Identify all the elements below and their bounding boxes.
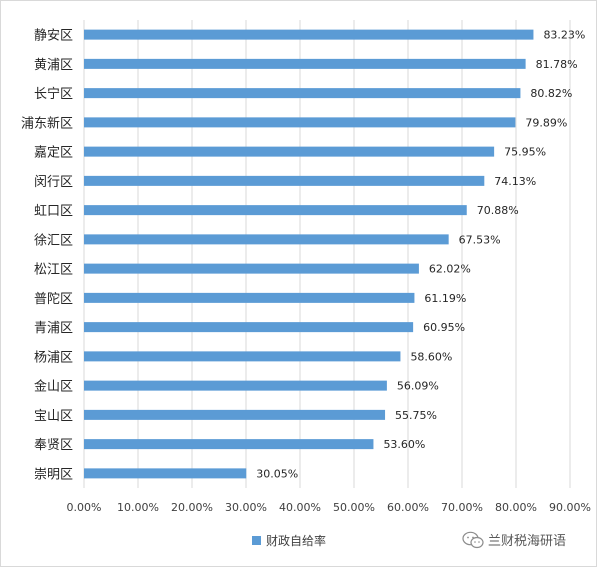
x-tick-label: 30.00% xyxy=(225,501,267,514)
bar xyxy=(84,29,534,40)
bar xyxy=(84,175,485,186)
category-labels: 静安区黄浦区长宁区浦东新区嘉定区闵行区虹口区徐汇区松江区普陀区青浦区杨浦区金山区… xyxy=(21,29,73,483)
bar xyxy=(84,468,247,479)
bar xyxy=(84,88,521,99)
x-tick-label: 80.00% xyxy=(495,501,537,514)
data-label: 67.53% xyxy=(459,233,501,246)
x-tick-label: 60.00% xyxy=(387,501,429,514)
data-label: 81.78% xyxy=(536,58,578,71)
category-label: 普陀区 xyxy=(34,291,73,307)
bar xyxy=(84,146,495,157)
category-label: 徐汇区 xyxy=(34,233,73,248)
bar xyxy=(84,322,414,333)
data-label: 60.95% xyxy=(423,321,465,334)
bar xyxy=(84,439,374,450)
x-tick-label: 0.00% xyxy=(67,501,102,514)
x-tick-label: 90.00% xyxy=(549,501,591,514)
bar xyxy=(84,409,386,420)
bar xyxy=(84,263,419,274)
legend-label: 财政自给率 xyxy=(266,534,327,548)
category-label: 黄浦区 xyxy=(34,58,73,73)
data-label: 62.02% xyxy=(429,263,471,276)
legend-swatch xyxy=(252,536,261,545)
legend: 财政自给率 xyxy=(252,532,326,549)
data-label: 56.09% xyxy=(397,380,439,393)
x-tick-label: 40.00% xyxy=(279,501,321,514)
data-label: 30.05% xyxy=(256,467,298,480)
category-label: 嘉定区 xyxy=(34,146,73,161)
category-label: 长宁区 xyxy=(34,86,73,102)
data-label: 75.95% xyxy=(504,146,546,159)
x-tick-label: 20.00% xyxy=(171,501,213,514)
category-label: 宝山区 xyxy=(34,409,73,424)
bar xyxy=(84,117,516,128)
bar xyxy=(84,205,467,216)
data-label: 80.82% xyxy=(530,87,572,100)
data-label: 83.23% xyxy=(543,29,585,42)
data-label: 53.60% xyxy=(383,438,425,451)
data-label: 74.13% xyxy=(494,175,536,188)
data-labels: 83.23% 81.78% 80.82% 79.89% 75.95% 74.13% 70.8… xyxy=(256,29,585,481)
category-label: 杨浦区 xyxy=(34,350,73,365)
category-label: 崇明区 xyxy=(34,467,73,482)
data-label: 55.75% xyxy=(395,409,437,422)
category-label: 虹口区 xyxy=(34,204,73,219)
x-tick-label: 50.00% xyxy=(333,501,375,514)
bars xyxy=(84,29,534,479)
category-label: 金山区 xyxy=(34,379,73,395)
data-label: 79.89% xyxy=(525,116,567,129)
category-label: 浦东新区 xyxy=(21,115,73,131)
bar xyxy=(84,380,387,391)
bar xyxy=(84,58,526,69)
bar xyxy=(84,292,415,303)
data-label: 70.88% xyxy=(477,204,519,217)
data-label: 58.60% xyxy=(410,350,452,363)
x-tick-label: 10.00% xyxy=(117,501,159,514)
watermark: 兰财税海研语 xyxy=(462,530,566,549)
category-label: 奉贤区 xyxy=(34,438,73,453)
bar xyxy=(84,351,401,362)
x-tick-label: 70.00% xyxy=(441,501,483,514)
wechat-icon xyxy=(462,531,484,548)
bar xyxy=(84,234,449,245)
category-label: 松江区 xyxy=(34,263,73,278)
x-tick-labels: 0.00% 10.00% 20.00% 30.00% 40.00% 50.00% 60.00… xyxy=(67,501,591,514)
watermark-text: 兰财税海研语 xyxy=(488,534,567,549)
category-label: 静安区 xyxy=(34,29,73,44)
category-label: 青浦区 xyxy=(34,321,73,336)
category-label: 闵行区 xyxy=(34,175,73,190)
data-label: 61.19% xyxy=(424,292,466,305)
